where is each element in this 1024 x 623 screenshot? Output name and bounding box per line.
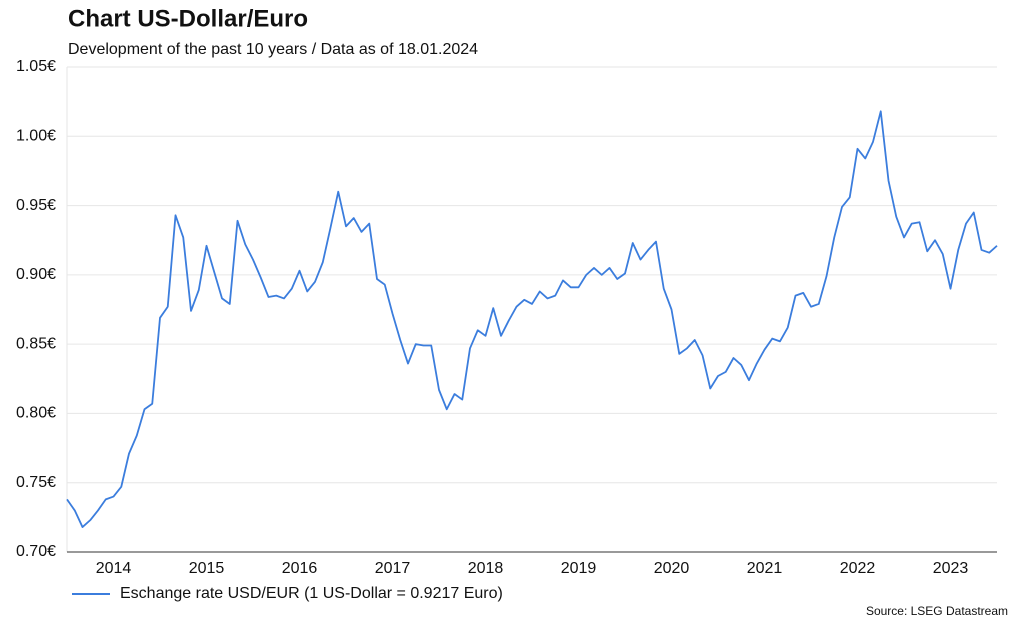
legend-label: Eschange rate USD/EUR (1 US-Dollar = 0.9… — [120, 585, 503, 602]
source: Source: LSEG Datastream — [866, 604, 1008, 618]
chart-title: Chart US-Dollar/Euro — [68, 5, 308, 32]
x-tick-label: 2019 — [561, 560, 597, 577]
x-tick-label: 2022 — [840, 560, 876, 577]
y-tick-label: 0.80€ — [16, 405, 56, 422]
y-tick-label: 1.00€ — [16, 128, 56, 145]
x-tick-label: 2014 — [96, 560, 132, 577]
y-tick-label: 1.05€ — [16, 58, 56, 75]
x-tick-label: 2015 — [189, 560, 225, 577]
y-tick-label: 0.95€ — [16, 197, 56, 214]
line — [66, 110, 998, 528]
y-tick-label: 0.85€ — [16, 335, 56, 352]
x-tick-label: 2023 — [933, 560, 969, 577]
y-tick-label: 0.75€ — [16, 474, 56, 491]
x-tick-label: 2020 — [654, 560, 690, 577]
x-tick-label: 2017 — [375, 560, 411, 577]
x-tick-label: 2021 — [747, 560, 783, 577]
x-tick-label: 2016 — [282, 560, 318, 577]
y-tick-label: 0.70€ — [16, 543, 56, 560]
x-tick-label: 2018 — [468, 560, 504, 577]
y-tick-label: 0.90€ — [16, 266, 56, 283]
chart-subtitle: Development of the past 10 years / Data … — [68, 41, 478, 58]
